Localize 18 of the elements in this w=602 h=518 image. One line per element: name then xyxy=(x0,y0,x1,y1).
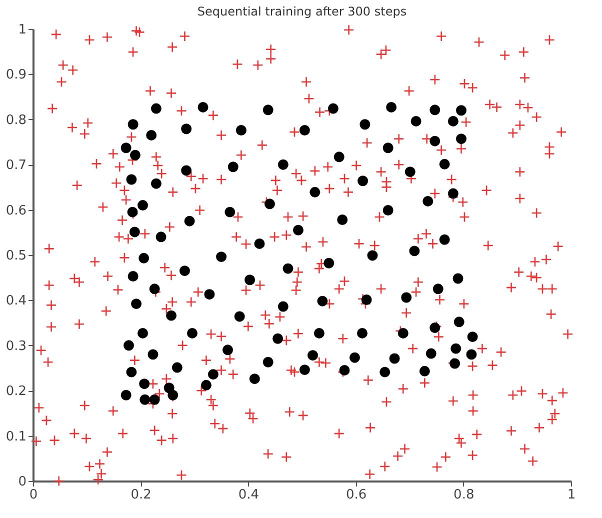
y-tick-label: 0 xyxy=(18,474,26,490)
y-tick-label: 0.8 xyxy=(6,112,26,128)
y-tick-label: 0.4 xyxy=(6,294,26,309)
chart-title: Sequential training after 300 steps xyxy=(197,4,407,19)
y-tick-label: 0.7 xyxy=(6,158,26,174)
y-tick-label: 0.6 xyxy=(6,203,26,218)
y-tick-label: 0.9 xyxy=(6,68,26,83)
x-tick-label: 0.4 xyxy=(238,488,260,502)
y-tick-label: 1 xyxy=(18,22,26,38)
x-tick-label: 0.6 xyxy=(346,488,367,502)
x-tick-label: 0.2 xyxy=(130,488,152,502)
y-tick-label: 0.1 xyxy=(6,429,26,444)
y-tick-label: 0.5 xyxy=(6,248,26,264)
x-tick-label: 0 xyxy=(29,488,38,502)
y-tick-label: 0.3 xyxy=(6,338,26,354)
y-tick-label: 0.2 xyxy=(6,384,26,400)
x-tick-label: 1 xyxy=(567,488,576,502)
x-tick-label: 0.8 xyxy=(454,488,474,502)
